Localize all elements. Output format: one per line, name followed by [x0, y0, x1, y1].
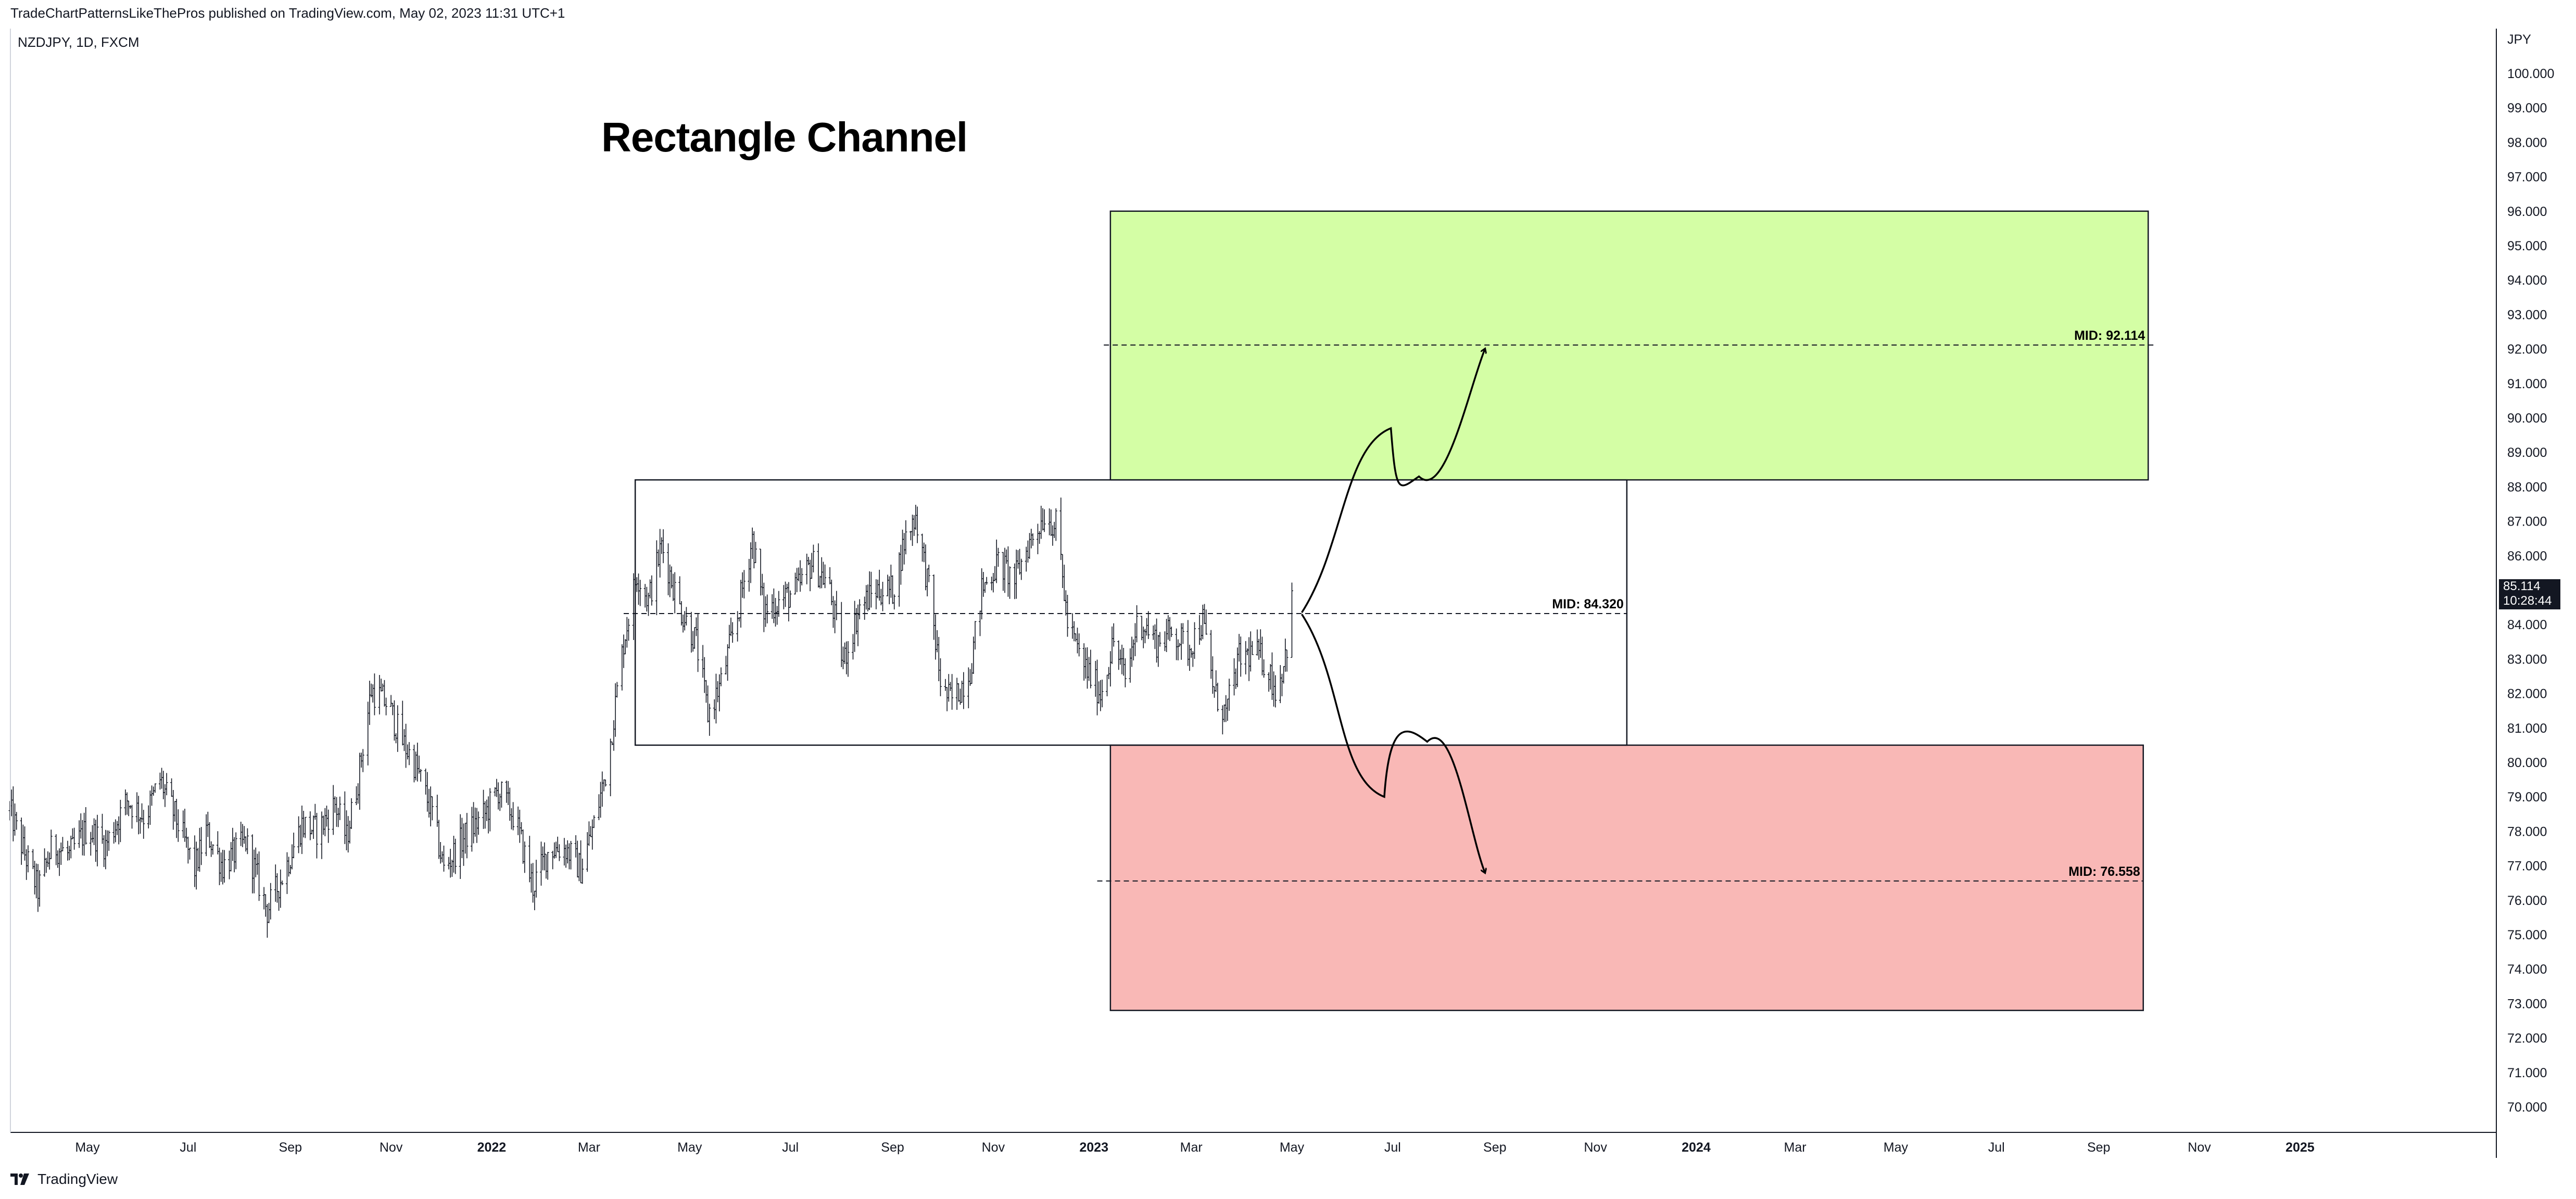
projection-arrow-up[interactable]: [1301, 349, 1485, 613]
price-tick-label: 99.000: [2507, 101, 2547, 116]
price-tick-label: 79.000: [2507, 790, 2547, 805]
time-tick-label: Sep: [2087, 1140, 2110, 1155]
time-tick-label: Sep: [279, 1140, 302, 1155]
tradingview-logo[interactable]: TradingView: [10, 1171, 118, 1188]
price-tick-label: 80.000: [2507, 756, 2547, 770]
projection-arrow-down[interactable]: [1301, 614, 1485, 873]
price-tick-label: 92.000: [2507, 342, 2547, 357]
time-tick-label: Nov: [982, 1140, 1005, 1155]
price-tick-label: 82.000: [2507, 687, 2547, 701]
price-tick-label: 84.000: [2507, 618, 2547, 632]
time-tick-label: Jul: [180, 1140, 196, 1155]
last-price-countdown: 10:28:44: [2503, 594, 2552, 608]
price-tick-label: 78.000: [2507, 824, 2547, 839]
price-tick-label: 77.000: [2507, 859, 2547, 874]
time-tick-label: Sep: [881, 1140, 904, 1155]
price-tick-label: 71.000: [2507, 1066, 2547, 1080]
time-tick-label: Mar: [578, 1140, 600, 1155]
time-tick-label: May: [1280, 1140, 1305, 1155]
price-tick-label: 96.000: [2507, 205, 2547, 219]
price-bars: [8, 498, 1293, 938]
time-tick-label: Nov: [2188, 1140, 2211, 1155]
price-tick-label: 93.000: [2507, 308, 2547, 322]
price-tick-label: 97.000: [2507, 170, 2547, 185]
price-tick-label: 81.000: [2507, 721, 2547, 736]
target-down-mid-label: MID: 76.558: [2068, 864, 2140, 879]
price-tick-label: 76.000: [2507, 894, 2547, 908]
price-tick-label: 91.000: [2507, 377, 2547, 391]
price-tick-label: 73.000: [2507, 997, 2547, 1011]
time-tick-label: Mar: [1180, 1140, 1203, 1155]
time-tick-label: 2024: [1682, 1140, 1711, 1155]
currency-label: JPY: [2507, 32, 2531, 47]
price-tick-label: 88.000: [2507, 480, 2547, 494]
time-tick-label: Jul: [782, 1140, 799, 1155]
time-tick-label: 2023: [1079, 1140, 1108, 1155]
price-tick-label: 100.000: [2507, 67, 2554, 81]
time-tick-label: Nov: [1584, 1140, 1607, 1155]
time-axis: May Jul Sep Nov 2022 Mar May Jul Sep Nov 2023 Mar Ma…: [75, 1140, 2314, 1155]
price-tick-label: 72.000: [2507, 1031, 2547, 1046]
time-tick-label: May: [75, 1140, 100, 1155]
target-zone-down[interactable]: [1109, 744, 2144, 1011]
time-tick-label: Jul: [1384, 1140, 1401, 1155]
price-tick-label: 94.000: [2507, 273, 2547, 288]
time-tick-label: 2022: [477, 1140, 507, 1155]
time-tick-label: May: [1884, 1140, 1909, 1155]
price-tick-label: 74.000: [2507, 962, 2547, 977]
tradingview-logo-icon: [10, 1174, 29, 1185]
price-tick-label: 90.000: [2507, 411, 2547, 426]
time-tick-label: Jul: [1988, 1140, 2005, 1155]
price-axis: 70.000 71.000 72.000 73.000 74.000 75.000 76.0…: [2507, 67, 2554, 1115]
chart-title: Rectangle Channel: [601, 114, 968, 160]
tradingview-brand: TradingView: [37, 1171, 118, 1187]
annotation-lines: MID: 84.320 MID: 92.114 MID: 76.558: [623, 328, 2155, 882]
price-tick-label: 83.000: [2507, 652, 2547, 667]
price-tick-label: 86.000: [2507, 549, 2547, 564]
price-tick-label: 87.000: [2507, 515, 2547, 529]
price-tick-label: 75.000: [2507, 928, 2547, 942]
symbol-label[interactable]: NZDJPY, 1D, FXCM: [18, 34, 140, 50]
price-tick-label: 95.000: [2507, 239, 2547, 253]
last-price-value: 85.114: [2503, 579, 2541, 593]
last-price-badge: 85.114 10:28:44: [2499, 579, 2560, 609]
time-tick-label: May: [677, 1140, 702, 1155]
time-tick-label: Mar: [1784, 1140, 1807, 1155]
target-up-mid-label: MID: 92.114: [2074, 328, 2145, 343]
rectangle-channel[interactable]: [634, 479, 1628, 746]
time-tick-label: Nov: [380, 1140, 403, 1155]
price-tick-label: 98.000: [2507, 135, 2547, 150]
published-header: TradeChartPatternsLikeThePros published …: [10, 5, 565, 21]
time-tick-label: Sep: [1483, 1140, 1506, 1155]
price-tick-label: 70.000: [2507, 1100, 2547, 1115]
annotation-zones: [1109, 210, 2149, 1011]
price-tick-label: 89.000: [2507, 445, 2547, 460]
channel-mid-label: MID: 84.320: [1552, 597, 1624, 611]
time-tick-label: 2025: [2285, 1140, 2315, 1155]
